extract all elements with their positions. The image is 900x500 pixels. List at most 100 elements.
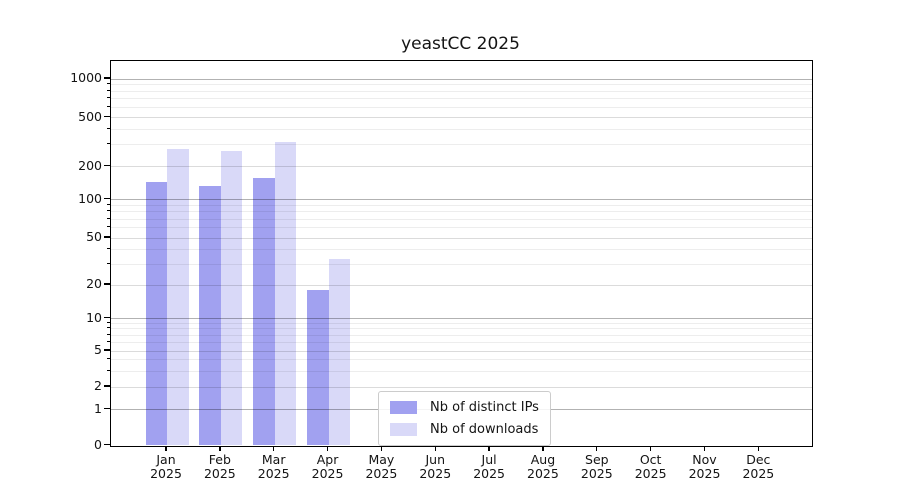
y-axis-tick-label: 20 xyxy=(86,276,102,291)
x-axis-tick-label: Jan 2025 xyxy=(150,452,182,481)
x-tick-mark xyxy=(434,446,436,451)
x-tick-mark xyxy=(380,446,383,451)
major-gridline xyxy=(111,318,812,319)
minor-gridline xyxy=(111,334,812,336)
bar-distinct-ips xyxy=(307,290,329,446)
x-tick-mark xyxy=(488,446,490,451)
x-axis-tick-label: Dec 2025 xyxy=(742,452,775,481)
x-tick-mark xyxy=(165,446,167,451)
y-minor-tick-mark xyxy=(107,327,110,329)
x-tick-mark xyxy=(703,446,706,451)
y-tick-mark xyxy=(104,316,110,319)
minor-gridline xyxy=(111,328,812,330)
y-minor-tick-mark xyxy=(107,97,110,99)
x-tick-mark xyxy=(326,446,329,451)
x-axis-tick-label: Jul 2025 xyxy=(473,452,505,481)
y-minor-tick-mark xyxy=(107,89,110,91)
minor-gridline xyxy=(111,370,812,372)
y-minor-tick-mark xyxy=(107,226,110,228)
bar-distinct-ips xyxy=(253,177,275,446)
bar-downloads xyxy=(220,151,243,446)
y-axis-tick-label: 10 xyxy=(86,309,102,325)
legend-label-distinct-ips: Nb of distinct IPs xyxy=(430,400,539,415)
y-tick-mark xyxy=(104,115,110,118)
sub-gridline xyxy=(111,350,812,352)
y-axis-tick-label: 100 xyxy=(78,190,102,206)
minor-gridline xyxy=(111,98,812,100)
minor-gridline xyxy=(111,248,812,250)
y-tick-mark xyxy=(104,77,110,79)
minor-gridline xyxy=(111,227,812,229)
bar-downloads xyxy=(328,259,351,446)
y-tick-mark xyxy=(104,349,110,351)
y-axis-tick-label: 500 xyxy=(78,108,102,124)
legend-swatch-distinct-ips xyxy=(390,401,417,414)
legend-item-distinct-ips: Nb of distinct IPs xyxy=(390,398,539,417)
y-minor-tick-mark xyxy=(107,333,110,335)
legend: Nb of distinct IPs Nb of downloads xyxy=(378,391,551,446)
bar-downloads xyxy=(167,148,189,446)
bar-downloads xyxy=(274,142,297,446)
minor-gridline xyxy=(111,322,812,324)
y-tick-mark xyxy=(104,443,110,446)
y-tick-mark xyxy=(104,197,110,200)
y-minor-tick-mark xyxy=(107,340,110,342)
x-tick-mark xyxy=(757,446,760,451)
y-axis-tick-label: 200 xyxy=(78,157,102,173)
x-tick-mark xyxy=(273,446,275,451)
plot-area: Nb of distinct IPs Nb of downloads xyxy=(110,60,813,447)
y-minor-tick-mark xyxy=(107,369,110,371)
x-tick-mark xyxy=(542,446,544,451)
x-axis-tick-label: May 2025 xyxy=(365,452,398,481)
minor-gridline xyxy=(111,90,812,92)
y-tick-mark xyxy=(104,407,110,410)
major-gridline xyxy=(111,78,812,80)
x-axis-tick-label: Jun 2025 xyxy=(419,452,452,481)
major-gridline xyxy=(111,199,812,200)
minor-gridline xyxy=(111,218,812,220)
x-tick-mark xyxy=(596,446,598,451)
y-tick-mark xyxy=(104,283,110,285)
minor-gridline xyxy=(111,204,812,206)
y-minor-tick-mark xyxy=(107,358,110,360)
sub-gridline xyxy=(111,284,812,286)
legend-label-downloads: Nb of downloads xyxy=(430,422,539,437)
y-minor-tick-mark xyxy=(107,210,110,212)
sub-gridline xyxy=(111,386,812,388)
bar-distinct-ips xyxy=(199,186,221,446)
y-minor-tick-mark xyxy=(107,127,110,129)
x-axis-tick-label: Aug 2025 xyxy=(527,452,559,481)
y-minor-tick-mark xyxy=(107,203,110,205)
minor-gridline xyxy=(111,211,812,213)
y-tick-mark xyxy=(104,236,110,238)
minor-gridline xyxy=(111,144,812,146)
y-axis-tick-label: 0 xyxy=(94,436,102,452)
x-axis-tick-label: Apr 2025 xyxy=(311,452,344,481)
sub-gridline xyxy=(111,166,812,167)
legend-swatch-downloads xyxy=(390,423,417,436)
y-minor-tick-mark xyxy=(107,321,110,323)
x-axis-tick-label: Feb 2025 xyxy=(203,452,236,481)
x-axis-tick-label: Oct 2025 xyxy=(634,452,667,481)
y-axis-tick-label: 1000 xyxy=(70,70,102,85)
legend-item-downloads: Nb of downloads xyxy=(390,420,539,439)
x-axis-tick-label: Nov 2025 xyxy=(688,452,721,481)
y-tick-mark xyxy=(104,164,110,167)
minor-gridline xyxy=(111,128,812,130)
sub-gridline xyxy=(111,237,812,239)
y-tick-mark xyxy=(104,385,110,387)
y-minor-tick-mark xyxy=(107,247,110,249)
minor-gridline xyxy=(111,359,812,361)
minor-gridline xyxy=(111,263,812,265)
minor-gridline xyxy=(111,106,812,108)
y-minor-tick-mark xyxy=(107,83,110,85)
chart-title: yeastCC 2025 xyxy=(401,34,520,54)
x-tick-mark xyxy=(219,446,221,451)
minor-gridline xyxy=(111,84,812,86)
x-axis-tick-label: Sep 2025 xyxy=(580,452,613,481)
y-minor-tick-mark xyxy=(107,105,110,107)
y-axis-tick-label: 5 xyxy=(94,342,102,357)
y-minor-tick-mark xyxy=(107,217,110,219)
y-minor-tick-mark xyxy=(107,143,110,145)
x-axis-tick-label: Mar 2025 xyxy=(257,452,290,481)
